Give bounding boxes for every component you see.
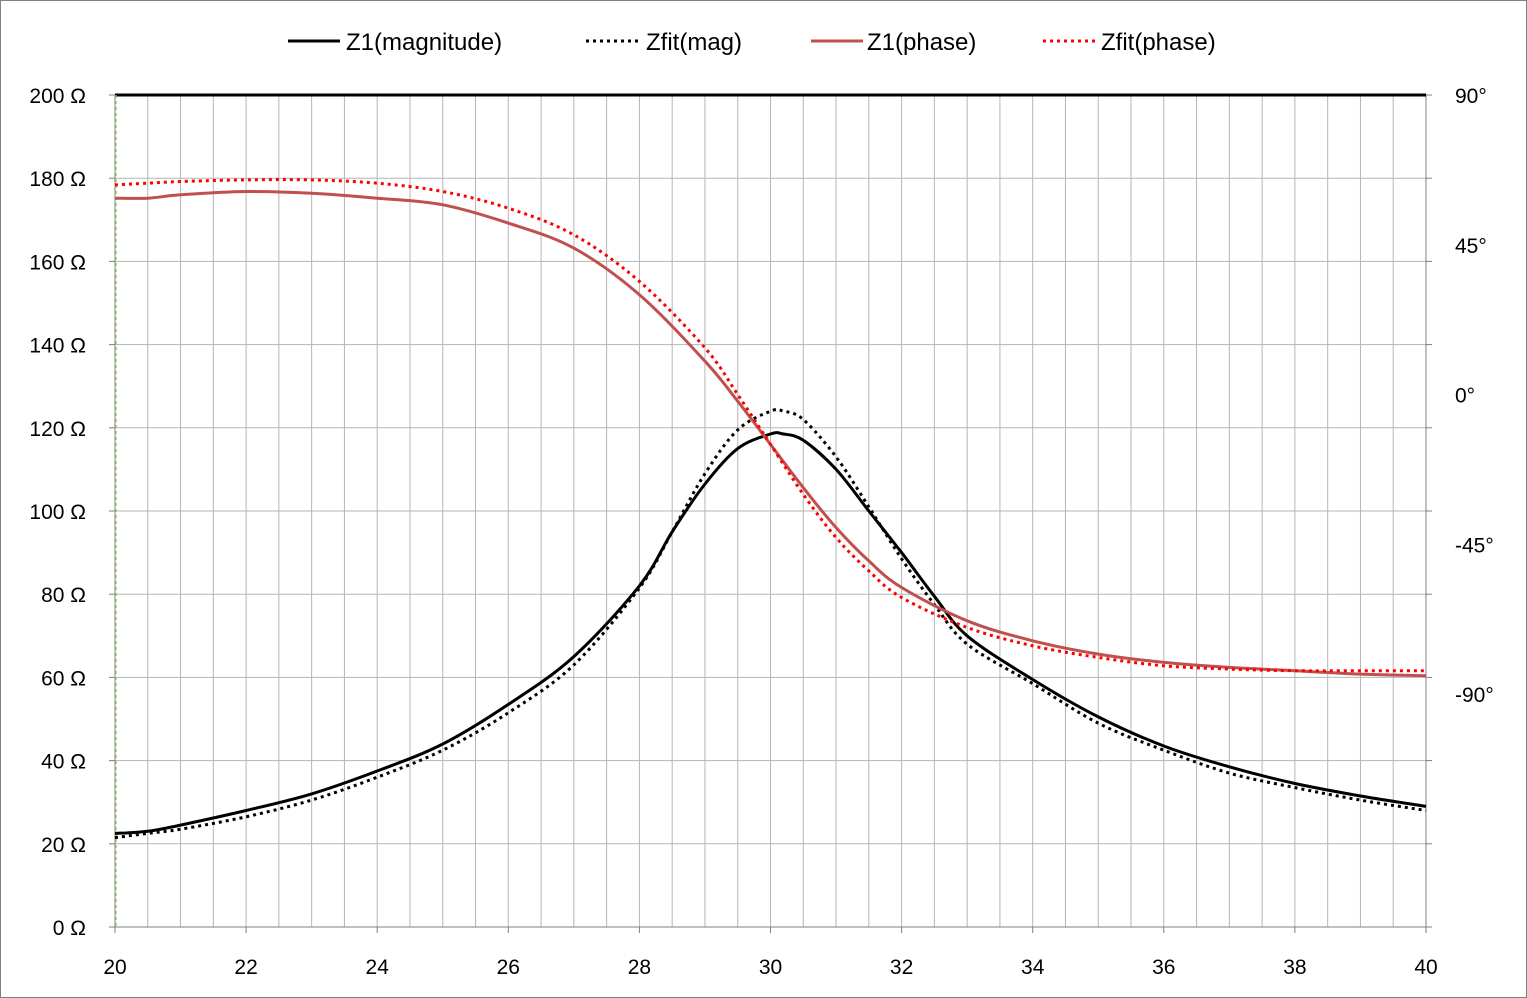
x-tick-label: 36 [1152,956,1175,979]
legend-label: Zfit(phase) [1101,29,1216,56]
y2-tick-label: 90° [1455,85,1487,108]
y-tick-label: 180 Ω [29,168,86,191]
legend-label: Zfit(mag) [646,29,742,56]
y-tick-label: 20 Ω [41,834,86,857]
y-tick-label: 160 Ω [29,251,86,274]
axes [109,93,1432,933]
x-tick-label: 26 [497,956,520,979]
zfit-mag-line [114,407,1427,840]
series-lines [114,178,1427,840]
y-tick-label: 80 Ω [41,584,86,607]
x-tick-label: 34 [1021,956,1045,979]
x-tick-label: 40 [1414,956,1437,979]
x-tick-label: 38 [1283,956,1306,979]
x-tick-label: 20 [103,956,126,979]
y-tick-label: 120 Ω [29,418,86,441]
y-tick-label: 100 Ω [29,501,86,524]
y-tick-label: 40 Ω [41,751,86,774]
legend-z1-magnitude: Z1(magnitude) [288,29,502,56]
y2-tick-label: 0° [1455,385,1475,408]
x-tick-label: 22 [234,956,257,979]
legend-label: Z1(phase) [867,29,976,56]
legend-zfit-mag: Zfit(mag) [586,29,742,56]
y-tick-label: 200 Ω [29,85,86,108]
y2-tick-label: -45° [1455,534,1494,557]
zfit-phase-line [114,178,1426,673]
y2-tick-label: 45° [1455,235,1487,258]
legend: Z1(magnitude) Zfit(mag) Z1(phase) Zfit(phas… [288,29,1216,56]
legend-zfit-phase: Zfit(phase) [1043,29,1216,56]
y-tick-label: 60 Ω [41,667,86,690]
x-tick-label: 24 [366,956,390,979]
grid-lines [115,94,1426,928]
legend-label: Z1(magnitude) [346,29,502,56]
x-tick-label: 32 [890,956,913,979]
x-tick-label: 30 [759,956,782,979]
z1-magnitude-line [114,431,1427,835]
x-tick-label: 28 [628,956,651,979]
y-tick-label: 0 Ω [53,917,86,940]
y2-tick-label: -90° [1455,684,1494,707]
tick-labels: 20 22 24 26 28 30 32 34 36 38 40 0 Ω 20 Ω 40 Ω 60 Ω 80 … [29,85,1493,979]
legend-z1-phase: Z1(phase) [811,29,976,56]
y-tick-label: 140 Ω [29,335,86,358]
